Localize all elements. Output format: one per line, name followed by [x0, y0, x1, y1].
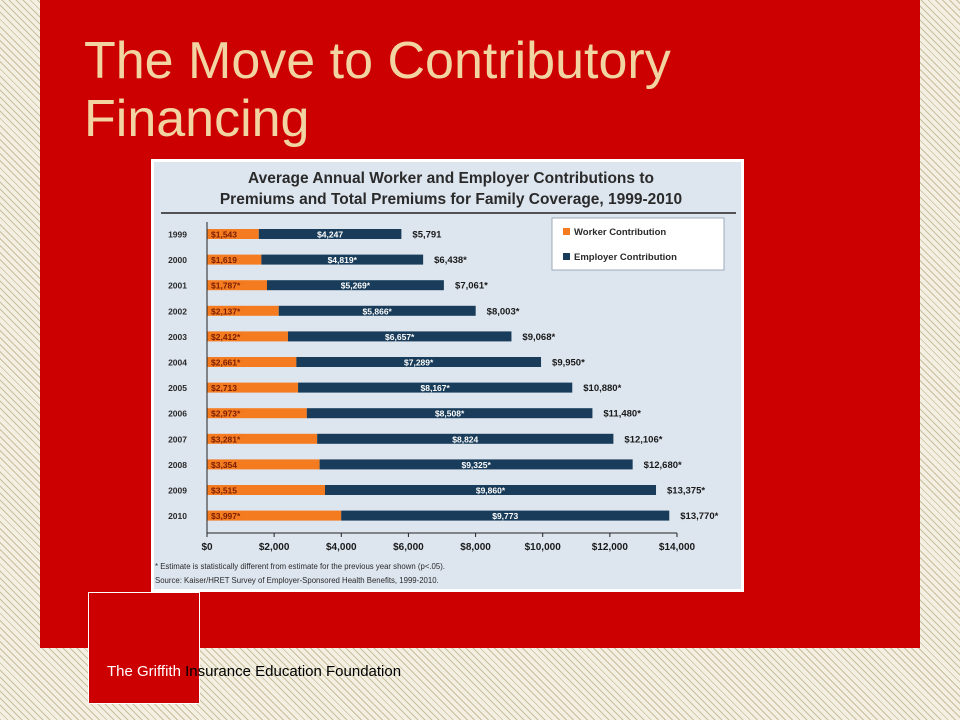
worker-bar	[207, 510, 342, 521]
footer-text: The Griffith Insurance Education Foundat…	[107, 663, 401, 680]
employer-value-label: $6,657*	[385, 332, 415, 342]
total-premium-label: $12,106*	[624, 434, 662, 445]
employer-value-label: $9,773	[492, 511, 518, 521]
employer-value-label: $5,269*	[341, 281, 371, 291]
worker-bar	[207, 305, 279, 316]
year-label: 1999	[168, 230, 187, 240]
plot-area: 1999 $1,543 $4,247 $5,791 2000 $1,619 $4,819* $…	[168, 222, 719, 553]
worker-value-label: $3,515	[211, 486, 237, 496]
total-premium-label: $10,880*	[583, 383, 621, 394]
employer-bar	[261, 254, 424, 265]
worker-bar	[207, 459, 320, 470]
year-label: 2001	[168, 281, 187, 291]
employer-value-label: $9,860*	[476, 486, 506, 496]
worker-bar	[207, 331, 288, 342]
total-premium-label: $9,068*	[522, 332, 555, 343]
employer-bar	[306, 408, 593, 419]
worker-value-label: $3,997*	[211, 511, 241, 521]
chart-title-line-1: Average Annual Worker and Employer Contr…	[248, 170, 654, 187]
worker-bar	[207, 382, 299, 393]
legend-swatch-employer	[563, 253, 570, 260]
employer-value-label: $5,866*	[363, 306, 393, 316]
legend: Worker Contribution Employer Contributio…	[551, 217, 725, 271]
year-label: 2006	[168, 409, 187, 419]
x-tick-label: $6,000	[393, 542, 424, 553]
worker-bar	[207, 229, 259, 239]
year-label: 2000	[168, 255, 187, 265]
worker-bar	[207, 280, 267, 291]
legend-label-employer: Employer Contribution	[574, 252, 677, 263]
footer-brand: The Griffith	[107, 663, 181, 680]
worker-bar	[207, 433, 318, 444]
total-premium-label: $12,680*	[644, 460, 682, 471]
employer-value-label: $4,247	[317, 230, 343, 240]
legend-box	[551, 217, 725, 271]
employer-bar	[319, 459, 633, 470]
year-label: 2005	[168, 383, 187, 393]
worker-bar	[207, 357, 297, 367]
employer-value-label: $8,508*	[435, 409, 465, 419]
worker-value-label: $2,661*	[211, 358, 241, 368]
legend-swatch-worker	[563, 228, 570, 235]
worker-value-label: $1,543	[211, 230, 237, 240]
year-label: 2007	[168, 434, 187, 444]
total-premium-label: $7,061*	[455, 281, 488, 292]
employer-bar	[298, 382, 573, 393]
year-label: 2003	[168, 332, 187, 342]
employer-value-label: $7,289*	[404, 358, 434, 368]
worker-value-label: $2,412*	[211, 332, 241, 342]
chart-title-line-2: Premiums and Total Premiums for Family C…	[220, 191, 682, 208]
year-label: 2010	[168, 511, 187, 521]
employer-bar	[325, 485, 657, 495]
footnote-significance: * Estimate is statistically different fr…	[155, 562, 445, 571]
worker-bar	[207, 254, 262, 265]
chart-image: Average Annual Worker and Employer Contr…	[151, 159, 744, 592]
employer-value-label: $8,167*	[421, 383, 451, 393]
worker-value-label: $2,973*	[211, 409, 241, 419]
worker-bar	[207, 408, 307, 419]
worker-value-label: $2,137*	[211, 306, 241, 316]
total-premium-label: $9,950*	[552, 358, 585, 369]
worker-value-label: $1,787*	[211, 281, 241, 291]
employer-value-label: $9,325*	[461, 460, 491, 470]
employer-bar	[278, 305, 476, 316]
x-tick-label: $12,000	[592, 542, 629, 553]
total-premium-label: $8,003*	[487, 306, 520, 317]
employer-bar	[341, 510, 670, 521]
year-label: 2004	[168, 358, 187, 368]
total-premium-label: $13,375*	[667, 486, 705, 497]
employer-bar	[266, 280, 444, 291]
employer-bar	[296, 357, 542, 367]
worker-value-label: $3,354	[211, 460, 237, 470]
total-premium-label: $6,438*	[434, 255, 467, 266]
total-premium-label: $11,480*	[603, 409, 641, 420]
employer-value-label: $4,819*	[328, 255, 358, 265]
slide-title: The Move to Contributory Financing	[84, 32, 671, 148]
x-tick-label: $14,000	[659, 542, 696, 553]
worker-bar	[207, 485, 326, 495]
employer-value-label: $8,824	[452, 434, 478, 444]
x-tick-label: $10,000	[525, 542, 562, 553]
employer-bar	[317, 433, 614, 444]
total-premium-label: $13,770*	[680, 511, 718, 522]
stacked-bar-chart: Average Annual Worker and Employer Contr…	[154, 162, 741, 589]
worker-value-label: $2,713	[211, 383, 237, 393]
employer-bar	[258, 229, 402, 239]
foundation-logo-box	[88, 592, 200, 704]
worker-value-label: $1,619	[211, 255, 237, 265]
worker-value-label: $3,281*	[211, 434, 241, 444]
x-tick-label: $2,000	[259, 542, 290, 553]
x-tick-label: $4,000	[326, 542, 357, 553]
year-label: 2002	[168, 306, 187, 316]
year-label: 2008	[168, 460, 187, 470]
x-tick-label: $8,000	[460, 542, 491, 553]
legend-label-worker: Worker Contribution	[574, 227, 666, 238]
footnote-source: Source: Kaiser/HRET Survey of Employer-S…	[155, 576, 439, 585]
year-label: 2009	[168, 486, 187, 496]
x-tick-label: $0	[201, 542, 213, 553]
total-premium-label: $5,791	[412, 230, 442, 241]
footer-org-name: Insurance Education Foundation	[180, 663, 402, 680]
employer-bar	[287, 331, 512, 342]
